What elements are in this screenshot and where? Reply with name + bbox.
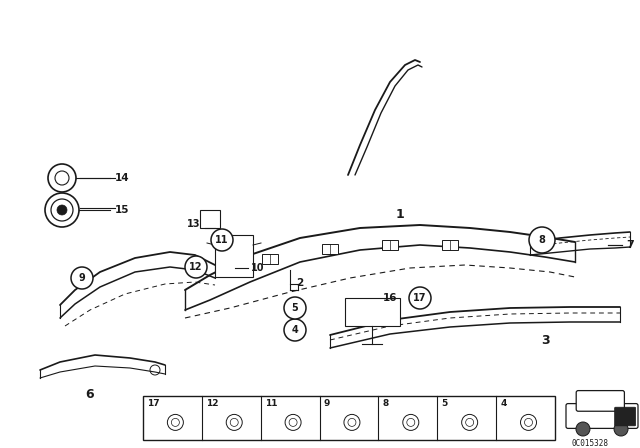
Text: 8: 8 (539, 235, 545, 245)
Text: 11: 11 (265, 400, 277, 409)
Text: 3: 3 (541, 333, 549, 346)
Text: 4: 4 (292, 325, 298, 335)
Text: 15: 15 (115, 205, 129, 215)
Bar (442, 240, 458, 250)
Text: 6: 6 (86, 388, 94, 401)
Text: 9: 9 (324, 400, 330, 409)
Circle shape (57, 205, 67, 215)
Bar (200, 210, 220, 228)
Text: 0C015328: 0C015328 (572, 439, 609, 448)
Text: 14: 14 (115, 173, 129, 183)
FancyBboxPatch shape (566, 404, 638, 428)
Text: 4: 4 (500, 400, 506, 409)
Text: 12: 12 (206, 400, 218, 409)
Bar (262, 254, 278, 264)
Text: 5: 5 (442, 400, 447, 409)
Bar (322, 244, 338, 254)
Bar (143, 396, 555, 440)
Circle shape (529, 227, 555, 253)
Text: 1: 1 (396, 208, 404, 221)
Circle shape (409, 287, 431, 309)
Circle shape (185, 256, 207, 278)
Text: 17: 17 (413, 293, 427, 303)
FancyBboxPatch shape (614, 407, 636, 426)
Text: 10: 10 (252, 263, 265, 273)
Circle shape (211, 229, 233, 251)
Circle shape (284, 297, 306, 319)
Text: 7: 7 (626, 240, 634, 250)
Text: 2: 2 (296, 278, 303, 288)
Bar (215, 235, 253, 277)
Text: 5: 5 (292, 303, 298, 313)
Text: 13: 13 (188, 219, 201, 229)
Circle shape (284, 319, 306, 341)
Text: 12: 12 (189, 262, 203, 272)
Text: 11: 11 (215, 235, 228, 245)
Text: 9: 9 (79, 273, 85, 283)
Text: 16: 16 (383, 293, 397, 303)
Text: 17: 17 (147, 400, 159, 409)
Text: 8: 8 (383, 400, 388, 409)
Bar (382, 240, 398, 250)
Circle shape (71, 267, 93, 289)
FancyBboxPatch shape (576, 391, 625, 411)
Bar (345, 298, 400, 326)
Circle shape (576, 422, 590, 436)
Circle shape (614, 422, 628, 436)
